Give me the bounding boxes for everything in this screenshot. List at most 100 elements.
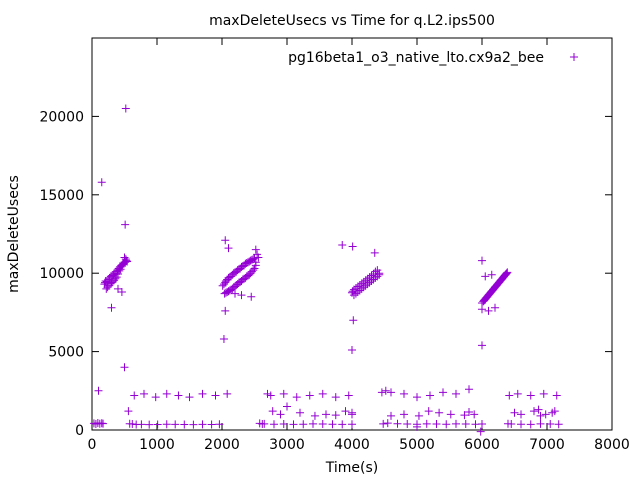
data-point: [478, 256, 486, 265]
x-tick-label: 8000: [594, 437, 630, 453]
data-point: [318, 389, 327, 398]
data-point: [185, 393, 194, 402]
data-point: [220, 289, 229, 298]
data-point: [130, 391, 139, 400]
data-point: [101, 278, 109, 287]
data-point: [211, 391, 220, 400]
data-point: [432, 420, 441, 429]
data-point: [461, 420, 470, 429]
data-point: [107, 303, 116, 312]
data-point: [465, 407, 473, 416]
data-point: [102, 284, 111, 293]
data-point: [517, 420, 525, 429]
data-point: [121, 220, 130, 229]
data-point: [446, 410, 455, 419]
data-point: [348, 288, 356, 297]
data-point: [331, 411, 340, 420]
data-point: [403, 420, 412, 429]
data-point: [487, 270, 496, 279]
data-point: [266, 391, 275, 400]
data-point: [484, 306, 493, 315]
y-tick-label: 15000: [39, 188, 84, 204]
data-point: [121, 104, 130, 113]
data-point: [276, 410, 285, 419]
data-point: [162, 389, 171, 398]
data-point: [424, 407, 433, 416]
data-point: [224, 244, 233, 253]
data-point: [309, 419, 317, 428]
legend-marker: [570, 53, 578, 61]
data-point: [117, 288, 126, 297]
data-point: [318, 420, 327, 429]
data-point: [422, 419, 431, 428]
y-tick-label: 10000: [39, 266, 84, 282]
data-point: [387, 411, 395, 420]
plot-frame: [91, 37, 613, 431]
data-point: [207, 420, 216, 429]
data-point: [348, 410, 356, 419]
data-point: [322, 410, 330, 419]
data-point: [162, 420, 171, 429]
data-point: [383, 419, 392, 428]
data-point: [530, 407, 538, 416]
data-point: [120, 253, 129, 262]
data-point: [219, 335, 228, 344]
data-point: [546, 420, 555, 429]
data-point: [348, 242, 357, 251]
y-tick-label: 20000: [39, 109, 84, 125]
data-point: [151, 393, 160, 402]
data-point: [379, 419, 388, 428]
data-point: [513, 389, 522, 398]
data-point: [94, 386, 103, 395]
data-point: [536, 411, 545, 420]
data-point: [103, 283, 112, 292]
data-point: [171, 420, 180, 429]
x-tick-label: 7000: [529, 437, 565, 453]
y-tick-label: 5000: [48, 345, 84, 361]
data-point: [550, 407, 559, 416]
data-point: [478, 420, 486, 429]
legend: pg16beta1_o3_native_lto.cx9a2_bee: [288, 50, 578, 66]
x-axis: 0 1000 2000 3000 4000 5000 6000 7000 8000: [88, 38, 630, 453]
data-point: [198, 420, 207, 429]
data-point: [541, 410, 550, 419]
data-point: [124, 407, 133, 416]
data-point: [99, 419, 108, 428]
data-point: [413, 422, 421, 431]
data-point: [349, 316, 358, 325]
x-tick-label: 6000: [464, 437, 500, 453]
data-point: [180, 420, 189, 429]
data-point: [338, 420, 347, 429]
data-point: [400, 389, 408, 398]
data-point: [189, 420, 198, 429]
data-point: [223, 389, 232, 398]
data-point: [221, 288, 230, 297]
data-point: [289, 420, 298, 429]
data-point: [198, 389, 207, 398]
y-axis: 0 5000 10000 15000 20000: [39, 109, 612, 439]
data-point: [348, 420, 356, 429]
data-point: [479, 296, 488, 305]
data-point: [452, 419, 460, 428]
data-point: [231, 289, 239, 298]
data-point: [348, 346, 356, 355]
data-point: [517, 410, 525, 419]
data-point: [279, 389, 288, 398]
data-point: [140, 389, 148, 398]
data-point: [435, 408, 444, 417]
data-point: [505, 391, 514, 400]
data-point: [305, 391, 314, 400]
x-tick-label: 2000: [204, 437, 240, 453]
data-point: [310, 411, 319, 420]
data-point: [296, 408, 304, 417]
data-point: [344, 391, 353, 400]
data-point: [270, 420, 278, 429]
data-point: [215, 420, 224, 429]
data-point: [254, 253, 263, 262]
legend-label: pg16beta1_o3_native_lto.cx9a2_bee: [288, 50, 544, 66]
data-point: [526, 420, 535, 429]
data-point: [373, 266, 382, 275]
data-point: [470, 410, 479, 419]
data-point: [426, 391, 434, 400]
data-point: [481, 272, 490, 281]
